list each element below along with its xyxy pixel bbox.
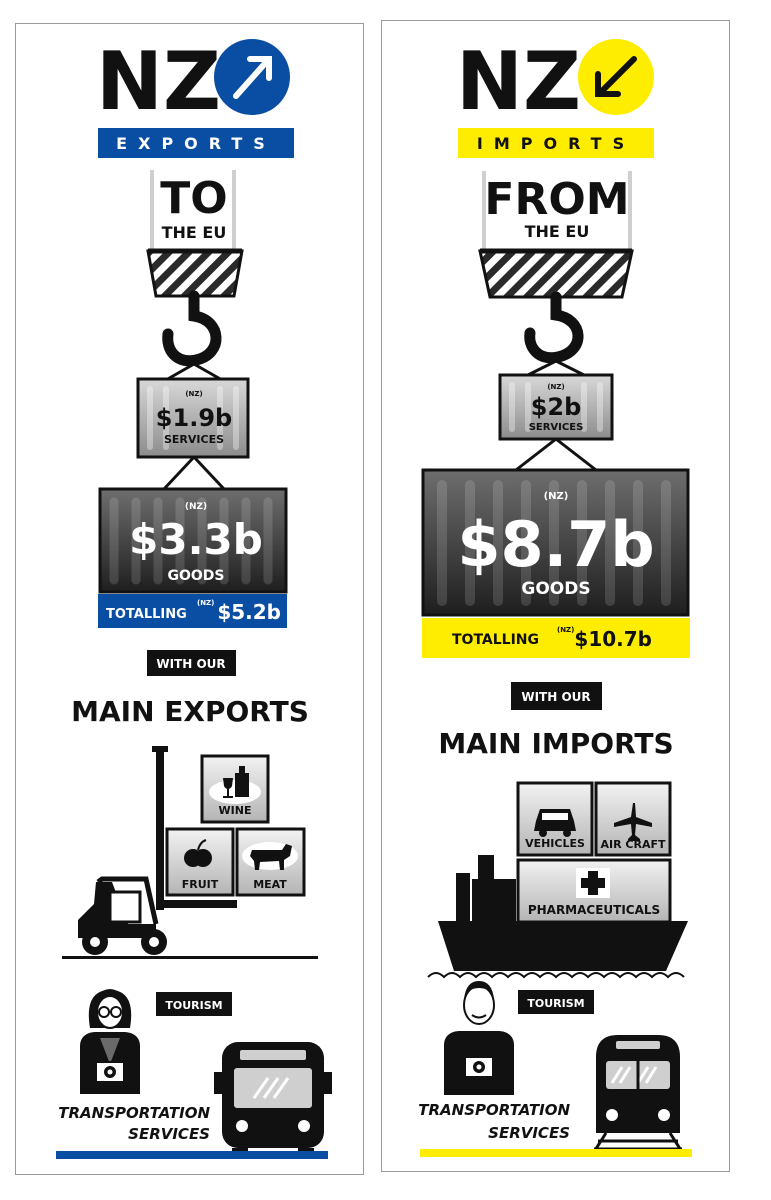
services-prefix: (NZ) [547, 383, 564, 391]
vehicles-label: VEHICLES [525, 837, 585, 850]
fruit-box: FRUIT [165, 827, 235, 897]
goods-value: $8.7b [457, 508, 654, 581]
total-prefix: (NZ) [197, 599, 214, 607]
total-prefix: (NZ) [557, 626, 574, 634]
nz-logo: NZ [96, 35, 221, 128]
total-bar [422, 618, 690, 658]
main-heading: MAIN IMPORTS [438, 727, 673, 760]
train-icon [590, 1035, 686, 1156]
exports-panel: NZ EXPORTS TO THE EU (NZ) $1.9b SERVICES… [15, 23, 364, 1175]
arrow-down-left-glyph [595, 56, 637, 97]
services-prefix: (NZ) [185, 390, 202, 398]
exports-infographic: NZ EXPORTS TO THE EU (NZ) $1.9b SERVICES… [56, 35, 332, 1159]
goods-container [421, 468, 690, 617]
transport-line1: TRANSPORTATION [58, 1104, 210, 1122]
services-label: SERVICES [164, 433, 224, 446]
crane-block-icon [146, 249, 244, 298]
wine-bottle-icon [239, 766, 245, 774]
tourism-badge [518, 990, 594, 1014]
services-container [136, 377, 250, 459]
pharmaceuticals-label: PHARMACEUTICALS [528, 903, 660, 917]
crane-hook-icon [162, 290, 222, 367]
crane-hook-icon [524, 291, 584, 364]
total-label: TOTALLING [452, 632, 539, 648]
forklift-icon [62, 746, 318, 959]
tourism-badge [156, 992, 232, 1016]
bottom-accent-bar [56, 1151, 328, 1159]
with-our-badge [511, 682, 602, 710]
aircraft-label: AIR CRAFT [601, 838, 666, 851]
bus-icon [214, 1042, 332, 1158]
wine-box: WINE [200, 754, 270, 824]
wine-label: WINE [219, 804, 252, 817]
arrow-up-right-glyph [233, 56, 272, 99]
main-heading: MAIN EXPORTS [71, 695, 309, 728]
destination-label: THE EU [162, 223, 227, 242]
bottom-accent-bar [420, 1149, 692, 1157]
total-label: TOTALLING [106, 607, 187, 622]
destination-label: THE EU [525, 222, 590, 241]
services-value: $1.9b [156, 404, 232, 432]
imports-panel: NZ IMPORTS FROM THE EU (NZ) $2b SERVICES… [381, 20, 730, 1172]
with-our-badge [147, 650, 236, 676]
goods-label: GOODS [521, 579, 590, 599]
pharmaceuticals-box: PHARMACEUTICALS [516, 858, 672, 924]
crane-block-icon [478, 249, 634, 299]
meat-box: MEAT [235, 827, 306, 897]
exports-banner [98, 128, 294, 158]
fruit-label: FRUIT [182, 878, 219, 891]
goods-label: GOODS [168, 568, 225, 584]
services-label: SERVICES [529, 422, 584, 433]
transport-line2: SERVICES [488, 1124, 570, 1142]
aircraft-box: AIR CRAFT [594, 781, 672, 857]
wine-glass-icon [223, 778, 233, 789]
vehicles-box: VEHICLES [516, 781, 594, 857]
total-value: $10.7b [574, 627, 652, 651]
cow-icon [250, 844, 292, 870]
preposition-heading: FROM [484, 174, 629, 225]
exports-banner-text: EXPORTS [116, 134, 276, 153]
goods-prefix: (NZ) [544, 491, 569, 502]
total-value: $5.2b [217, 600, 281, 624]
total-bar [98, 594, 287, 628]
tourism-text: TOURISM [165, 999, 222, 1012]
with-our-text: WITH OUR [521, 690, 590, 704]
services-value: $2b [531, 393, 582, 421]
tourist-man-icon [444, 981, 514, 1095]
preposition-heading: TO [160, 173, 227, 224]
with-our-text: WITH OUR [156, 657, 225, 671]
tourism-text: TOURISM [527, 997, 584, 1010]
goods-value: $3.3b [129, 515, 263, 564]
cargo-ship-icon [427, 855, 688, 979]
goods-container [98, 487, 288, 594]
goods-prefix: (NZ) [185, 502, 207, 512]
nz-logo: NZ [456, 35, 581, 128]
airplane-icon [614, 803, 652, 841]
imports-infographic: NZ IMPORTS FROM THE EU (NZ) $2b SERVICES… [418, 35, 692, 1157]
meat-label: MEAT [253, 878, 287, 891]
imports-banner [458, 128, 654, 158]
transport-line2: SERVICES [128, 1125, 210, 1143]
transport-line1: TRANSPORTATION [418, 1101, 570, 1119]
tourist-woman-icon [80, 989, 140, 1094]
imports-banner-text: IMPORTS [477, 134, 635, 153]
